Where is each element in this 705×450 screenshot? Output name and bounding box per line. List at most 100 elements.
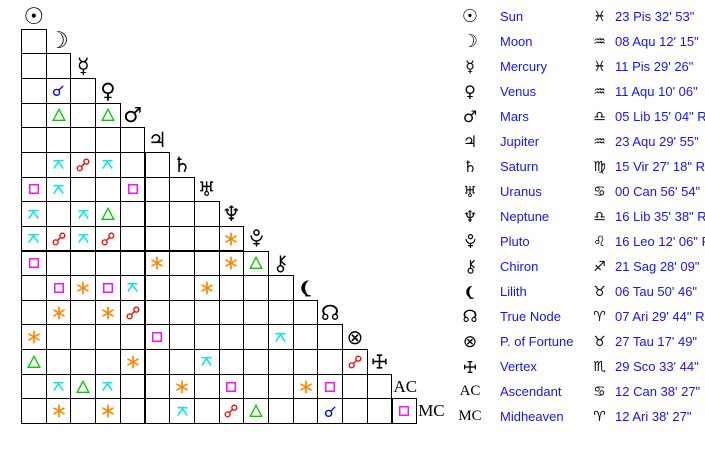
planet-row-lilith: Lilith ♉ 06 Tau 50' 46" [455,279,705,304]
aspect-cell-vertex-jupiter [144,349,171,375]
zodiac-aquarius-icon: ♒ [593,133,606,150]
planet-name: Saturn [500,159,539,174]
trine-aspect-icon [248,403,264,419]
vertex-icon [367,349,393,375]
planet-name: True Node [500,309,561,324]
aspect-cell-fortune-mars [119,324,146,351]
aspect-cell-fortune-chiron [268,324,294,351]
sextile-aspect-icon [222,254,240,272]
aspect-cell-chiron-venus [95,250,121,277]
square-aspect-icon [225,381,237,393]
planet-position: 16 Leo 12' 06" R [615,234,705,249]
square-aspect-icon [151,331,163,343]
aspect-cell-neptune-moon [45,201,72,227]
aspect-cell-mars-sun [21,102,47,129]
aspect-cell-saturn-mars [119,151,146,178]
aspect-cell-lilith-jupiter [144,275,171,301]
aspect-cell-chiron-pluto [243,250,269,277]
neptune-icon: ♆ [462,207,478,226]
planet-position: 12 Can 38' 27" [615,384,701,399]
aspect-cell-uranus-sun [21,176,47,203]
aspect-cell-lilith-moon [45,275,72,301]
aspect-cell-fortune-neptune [218,324,245,351]
planet-position: 27 Tau 17' 49" [615,334,698,349]
aspect-cell-uranus-jupiter [144,176,171,203]
aspect-cell-truenode-sun [21,299,47,326]
planet-row-venus: ♀ Venus ♒ 11 Aqu 10' 06" [455,79,705,104]
aspect-cell-chiron-mercury [70,250,97,277]
planet-name: Jupiter [500,134,540,149]
aspect-cell-ascendant-chiron [268,373,294,400]
aspect-cell-midheaven-pluto [243,398,269,425]
trine-aspect-icon [75,379,91,395]
aspect-cell-chiron-moon [45,250,72,277]
lilith-icon [293,275,319,301]
aspect-cell-midheaven-lilith [292,398,319,425]
aspect-cell-vertex-chiron [268,349,294,375]
quincunx-aspect-icon [51,157,66,172]
quincunx-aspect-icon [51,182,66,197]
aspect-cell-ascendant-uranus [193,373,220,400]
zodiac-aquarius-icon: ♒ [593,33,606,50]
opposition-aspect-icon [100,231,116,247]
planet-name: Vertex [500,359,537,374]
pluto-icon [243,226,269,252]
sextile-aspect-icon [148,254,166,272]
mercury-icon: ☿ [465,57,475,76]
pluto-icon [455,229,485,254]
jupiter-icon: ♃ [147,128,167,153]
aspect-cell-fortune-saturn [169,324,195,351]
zodiac-cancer-icon: ♋ [593,383,606,400]
aspect-cell-mars-mercury [70,102,97,129]
quincunx-aspect-icon [76,231,91,246]
opposition-aspect-icon [347,354,363,370]
planet-row-pluto: Pluto ♌ 16 Leo 12' 06" R [455,229,705,254]
aspect-cell-jupiter-sun [21,127,47,153]
aspect-cell-midheaven-truenode [317,398,344,425]
zodiac-libra-icon: ♎ [593,108,606,125]
aspect-cell-midheaven-uranus [193,398,220,425]
planet-name: Sun [500,9,524,24]
planet-name: Ascendant [500,384,562,399]
quincunx-aspect-icon [100,379,115,394]
sextile-aspect-icon [99,304,117,322]
planet-row-saturn: ♄ Saturn ♍ 15 Vir 27' 18" R [455,154,705,179]
aspect-cell-truenode-uranus [193,299,220,326]
aspect-cell-chiron-mars [119,250,146,277]
aspect-cell-fortune-venus [95,324,121,351]
zodiac-taurus-icon: ♉ [593,333,606,350]
aspect-cell-truenode-jupiter [144,299,171,326]
aspect-cell-vertex-mars [119,349,146,375]
zodiac-taurus-icon: ♉ [593,283,606,300]
aspect-cell-truenode-venus [95,299,121,326]
ascendant-icon: AC [393,376,418,396]
aspect-cell-neptune-sun [21,201,47,227]
aspect-cell-venus-moon [45,77,72,104]
chiron-icon [268,251,294,277]
aspect-cell-mercury-sun [21,53,47,79]
aspect-cell-midheaven-moon [45,398,72,425]
lilith-icon [455,279,485,304]
aspect-cell-vertex-pluto [243,349,269,375]
trine-aspect-icon [100,107,116,123]
aspect-cell-chiron-uranus [193,250,220,277]
aspect-cell-saturn-sun [21,151,47,178]
aspect-cell-ascendant-mars [119,373,146,400]
planet-row-jupiter: ♃ Jupiter ♒ 23 Aqu 29' 55" [455,129,705,154]
aspect-cell-fortune-moon [45,324,72,351]
aspect-cell-neptune-saturn [169,201,195,227]
quincunx-aspect-icon [199,354,214,369]
aspect-cell-uranus-moon [45,176,72,203]
aspect-cell-truenode-chiron [268,299,294,326]
conjunction-aspect-icon [323,404,338,419]
sextile-aspect-icon [222,230,240,248]
aspect-cell-pluto-moon [45,225,72,252]
aspect-cell-chiron-saturn [169,250,195,277]
aspect-cell-lilith-venus [95,275,121,301]
sextile-aspect-icon [25,328,43,346]
truenode-icon: ☊ [320,300,340,325]
aspect-cell-pluto-uranus [193,225,220,252]
sextile-aspect-icon [297,378,315,396]
quincunx-aspect-icon [51,379,66,394]
aspect-cell-mercury-moon [45,53,72,79]
